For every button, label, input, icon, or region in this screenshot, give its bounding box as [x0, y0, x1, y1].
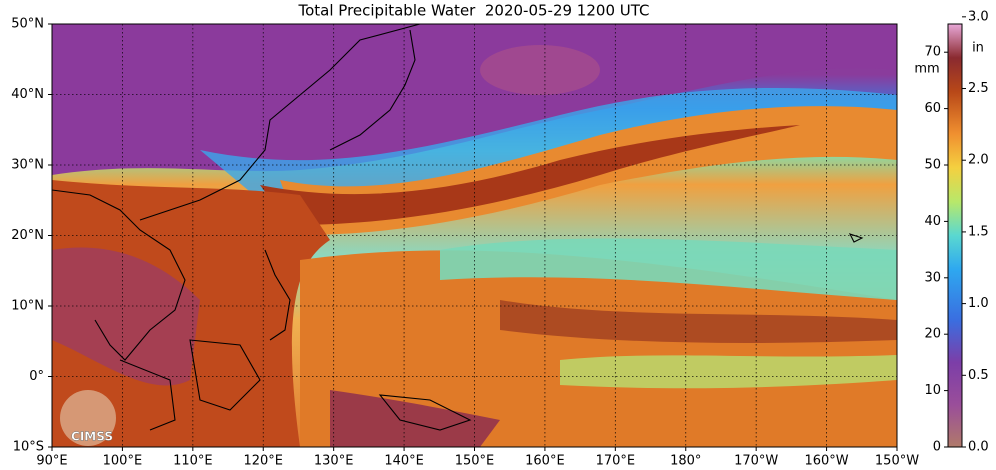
- lon-tick-label: 170°E: [596, 454, 636, 469]
- colorbar: [947, 23, 963, 448]
- lon-tick-label: 180°: [670, 454, 701, 469]
- lon-tick-label: 100°E: [103, 454, 143, 469]
- lon-tick-label: 150°W: [875, 454, 919, 469]
- colorbar-mm-label: 40: [924, 214, 941, 229]
- colorbar-label-in: in: [972, 41, 984, 56]
- lon-tick-label: 160°E: [525, 454, 565, 469]
- lat-tick-label: 40°N: [11, 87, 44, 102]
- colorbar-label-mm: mm: [914, 62, 939, 77]
- lon-tick-label: 90°E: [36, 454, 67, 469]
- colorbar-in-label: 0.5: [968, 368, 989, 383]
- colorbar-mm-label: 50: [924, 158, 941, 173]
- colorbar-in-label: 1.0: [968, 296, 989, 311]
- colorbar-in-label: 3.0: [968, 9, 989, 24]
- lon-tick-label: 120°E: [243, 454, 283, 469]
- lon-tick-label: 130°E: [314, 454, 354, 469]
- lat-tick-label: 10°S: [13, 440, 44, 455]
- colorbar-in-label: 1.5: [968, 224, 989, 239]
- colorbar-mm-label: 30: [924, 270, 941, 285]
- colorbar-mm-label: 10: [924, 383, 941, 398]
- map-title: Total Precipitable Water 2020-05-29 1200…: [297, 2, 649, 20]
- tpw-field: [52, 24, 897, 447]
- lon-tick-label: 150°E: [455, 454, 495, 469]
- colorbar-in-label: 2.0: [968, 153, 989, 168]
- colorbar-mm-label: 0: [933, 440, 941, 455]
- colorbar-mm-label: 20: [924, 327, 941, 342]
- lon-tick-label: 170°W: [734, 454, 778, 469]
- lon-tick-label: 110°E: [173, 454, 213, 469]
- colorbar-in-label: 0.0: [968, 440, 989, 455]
- colorbar-mm-label: 60: [924, 101, 941, 116]
- lat-tick-label: 20°N: [11, 228, 44, 243]
- colorbar-in-label: 2.5: [968, 81, 989, 96]
- lon-tick-label: 140°E: [384, 454, 424, 469]
- cimss-logo: CIMSS: [60, 390, 116, 446]
- lon-tick-label: 160°W: [804, 454, 848, 469]
- logo-text: CIMSS: [71, 430, 113, 444]
- lat-tick-label: 10°N: [11, 299, 44, 314]
- lat-tick-label: 0°: [29, 369, 44, 384]
- lat-tick-label: 50°N: [11, 17, 44, 32]
- lat-tick-label: 30°N: [11, 158, 44, 173]
- colorbar-mm-label: 70: [924, 45, 941, 60]
